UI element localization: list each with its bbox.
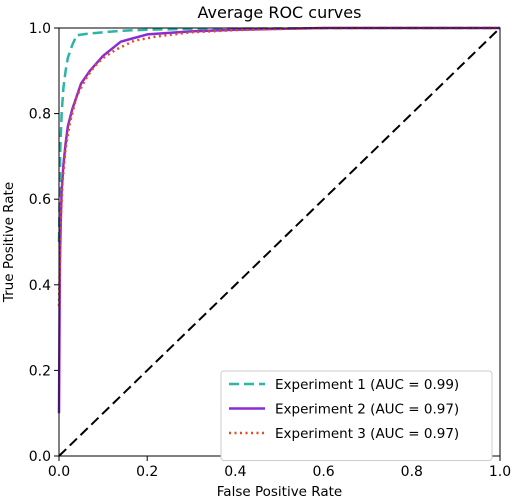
roc-curve-experiment-1 <box>57 26 500 243</box>
x-axis-ticks: 0.0 0.2 0.4 0.6 0.8 1.0 <box>48 456 511 480</box>
chart-title: Average ROC curves <box>198 3 362 22</box>
y-tick-label: 0.8 <box>29 107 51 123</box>
legend: Experiment 1 (AUC = 0.99) Experiment 2 (A… <box>220 370 493 461</box>
y-tick-label: 0.6 <box>29 192 51 208</box>
x-tick-label: 1.0 <box>489 464 511 480</box>
legend-box <box>220 370 493 461</box>
x-tick-label: 0.0 <box>48 464 70 480</box>
legend-label: Experiment 3 (AUC = 0.97) <box>275 426 459 442</box>
legend-label: Experiment 2 (AUC = 0.97) <box>275 402 459 418</box>
x-tick-label: 0.8 <box>401 464 423 480</box>
y-tick-label: 0.2 <box>29 363 51 379</box>
y-tick-label: 1.0 <box>29 21 51 37</box>
roc-curve-experiment-3 <box>57 26 500 307</box>
y-axis-ticks: 0.0 0.2 0.4 0.6 0.8 1.0 <box>29 21 59 465</box>
chance-diagonal-line <box>58 27 501 457</box>
x-tick-label: 0.4 <box>224 464 246 480</box>
roc-curve-experiment-2 <box>57 26 500 414</box>
legend-label: Experiment 1 (AUC = 0.99) <box>275 377 459 393</box>
y-axis-label: True Positive Rate <box>1 182 17 303</box>
x-axis-label: False Positive Rate <box>217 484 342 500</box>
x-tick-label: 0.6 <box>312 464 334 480</box>
y-tick-label: 0.4 <box>29 278 51 294</box>
plot-area <box>57 26 501 457</box>
y-tick-label: 0.0 <box>29 449 51 465</box>
x-tick-label: 0.2 <box>136 464 158 480</box>
